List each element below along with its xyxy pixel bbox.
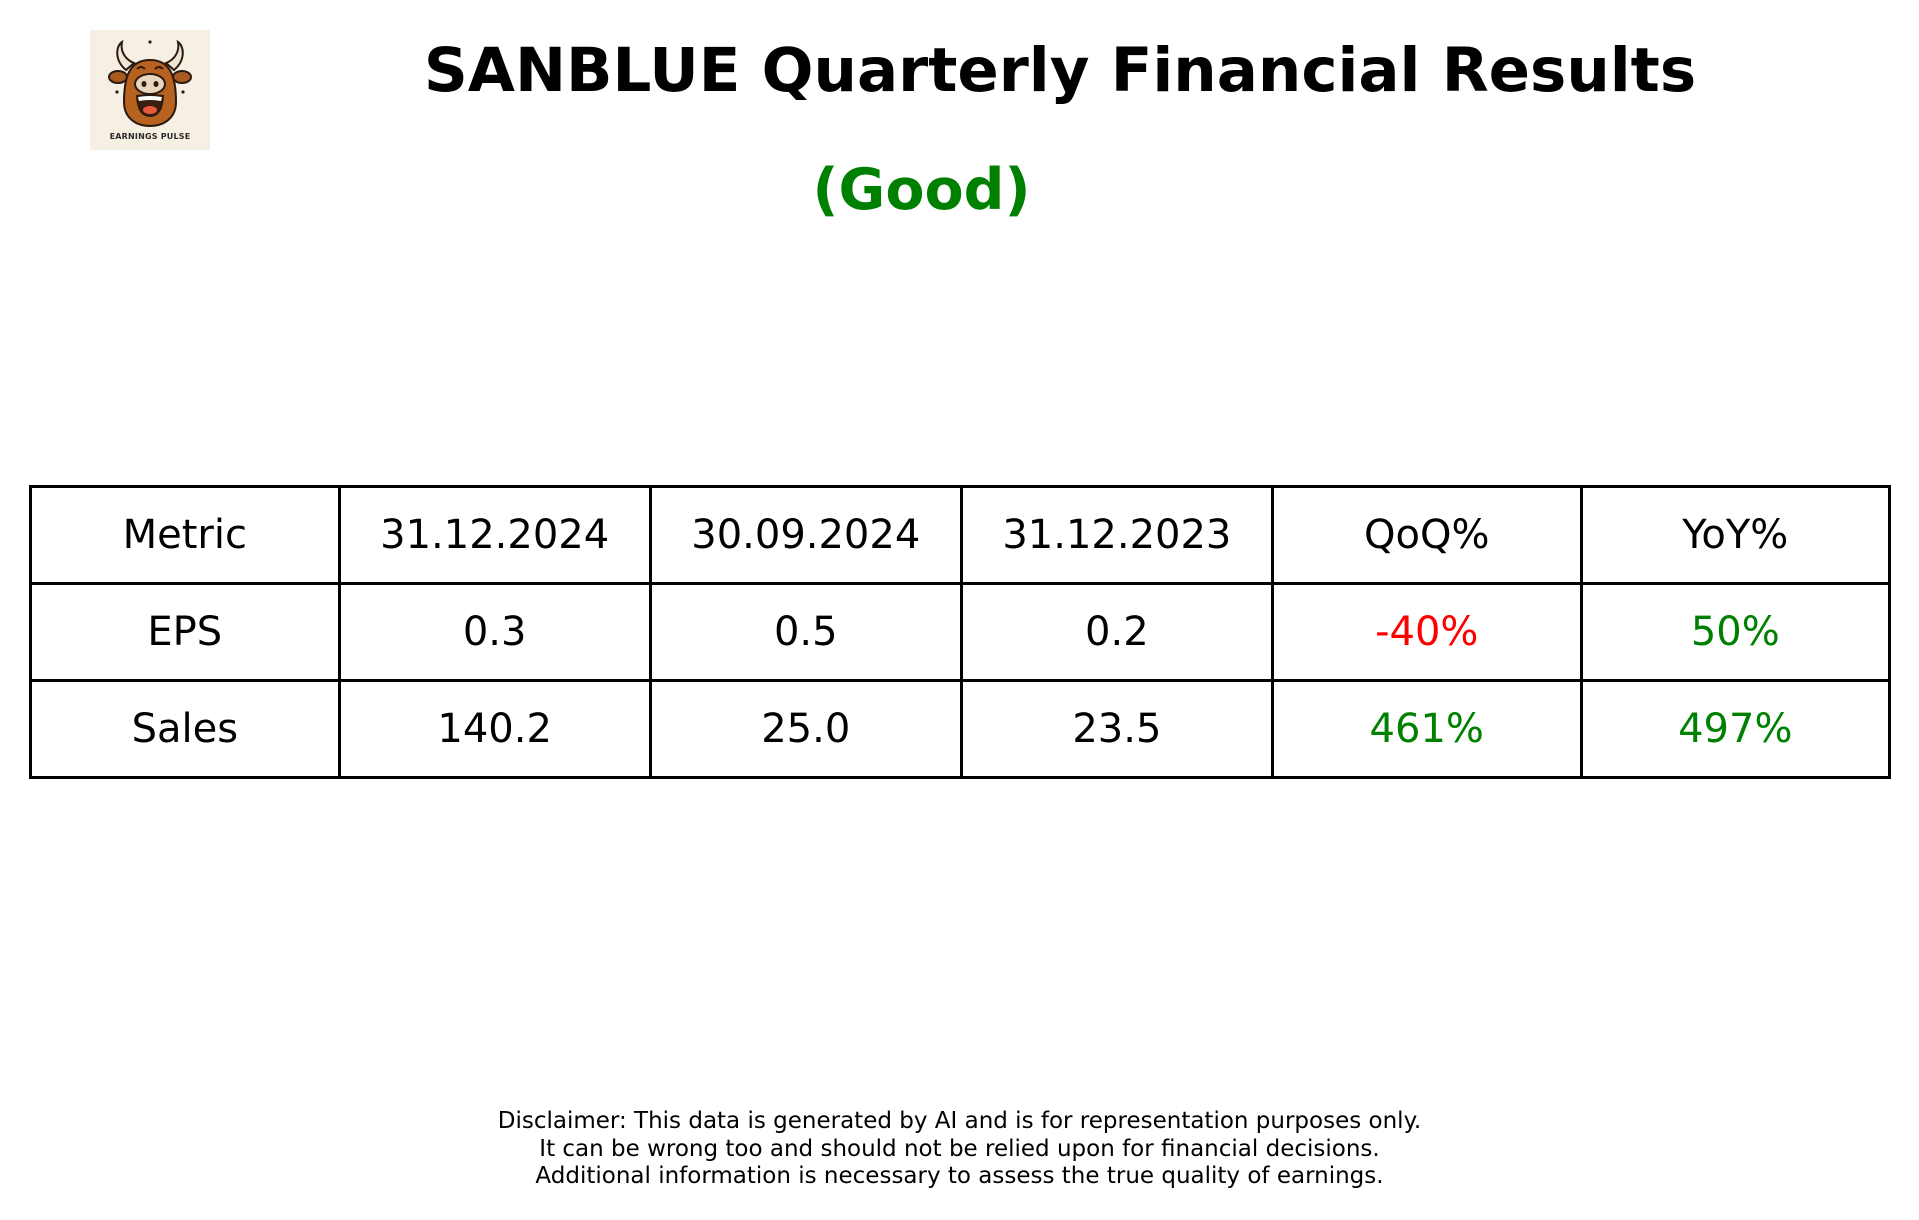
year-ago-quarter-value: 0.2 — [959, 582, 1274, 682]
qoq-change: -40% — [1270, 582, 1583, 682]
header-year-ago-quarter: 31.12.2023 — [959, 485, 1274, 585]
rating-label: (Good) — [812, 157, 1031, 223]
metric-name: EPS — [29, 582, 341, 682]
header-previous-quarter: 30.09.2024 — [648, 485, 963, 585]
disclaimer-line: Additional information is necessary to a… — [535, 1163, 1384, 1189]
header-yoy: YoY% — [1579, 485, 1892, 585]
year-ago-quarter-value: 23.5 — [959, 679, 1274, 779]
page-title: SANBLUE Quarterly Financial Results — [423, 35, 1697, 106]
disclaimer-line: It can be wrong too and should not be re… — [539, 1135, 1380, 1162]
disclaimer-line: Disclaimer: This data is generated by AI… — [497, 1108, 1422, 1134]
table-row: Sales 140.2 25.0 23.5 461% 497% — [29, 679, 1892, 779]
header-qoq: QoQ% — [1270, 485, 1583, 585]
previous-quarter-value: 0.5 — [648, 582, 963, 682]
yoy-change: 497% — [1579, 679, 1892, 779]
disclaimer: Disclaimer: This data is generated by AI… — [0, 1108, 1919, 1191]
current-quarter-value: 0.3 — [337, 582, 652, 682]
laughing-bull-icon — [108, 39, 192, 128]
header-metric: Metric — [29, 485, 341, 585]
yoy-change: 50% — [1579, 582, 1892, 682]
metric-name: Sales — [29, 679, 341, 779]
qoq-change: 461% — [1270, 679, 1583, 779]
results-table: Metric 31.12.2024 30.09.2024 31.12.2023 … — [29, 485, 1892, 779]
earnings-pulse-logo: EARNINGS PULSE — [90, 30, 210, 150]
previous-quarter-value: 25.0 — [648, 679, 963, 779]
header-current-quarter: 31.12.2024 — [337, 485, 652, 585]
logo-caption: EARNINGS PULSE — [109, 132, 191, 141]
current-quarter-value: 140.2 — [337, 679, 652, 779]
table-header-row: Metric 31.12.2024 30.09.2024 31.12.2023 … — [29, 485, 1892, 585]
table-row: EPS 0.3 0.5 0.2 -40% 50% — [29, 582, 1892, 682]
